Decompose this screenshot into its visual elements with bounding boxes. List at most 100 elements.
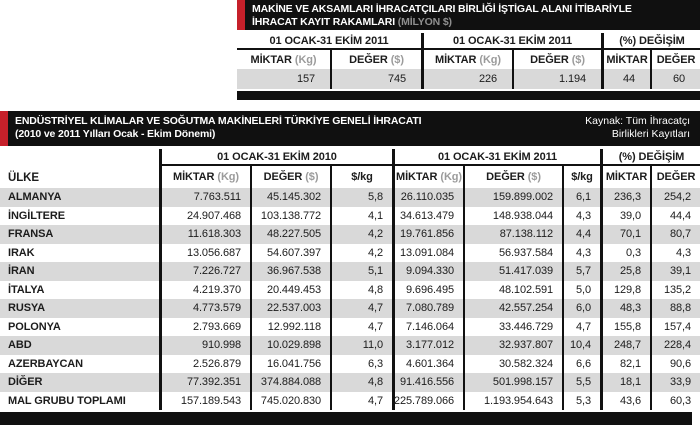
- cell-perkg-2010: 4,7: [330, 299, 392, 318]
- cell-deger-2010: 745.020.830: [250, 391, 330, 410]
- cell-change-deger: 33,9: [650, 373, 700, 392]
- cell-country: POLONYA: [8, 320, 61, 333]
- source-line2: Birlikleri Kayıtları: [611, 128, 690, 141]
- cell-miktar-2011: 4.601.364: [392, 354, 463, 373]
- cell-country: FRANSA: [0, 225, 159, 244]
- cell-change-miktar: 39,0: [600, 206, 650, 225]
- cell-change-deger: 135,2: [650, 280, 700, 299]
- col-header-deger-a: DEĞER ($): [330, 50, 421, 69]
- red-accent-stripe: [237, 0, 245, 30]
- cell-miktar-2010: 4.219.370: [159, 280, 250, 299]
- cell-country: AZERBAYCAN: [8, 357, 83, 370]
- col-header-deger-2010: DEĞER ($): [250, 166, 330, 188]
- period-header-b: 01 OCAK-31 EKİM 2011: [421, 33, 601, 50]
- cell-deger-2011: 1.193.954.643: [463, 391, 562, 410]
- cell-change-deger: 88,8: [650, 299, 700, 318]
- cell-perkg-2011: 10,4: [562, 336, 600, 355]
- col-header-change-deger: DEĞER: [650, 50, 700, 69]
- climate-title-line2: (2010 ve 2011 Yılları Ocak - Ekim Dönemi…: [15, 128, 216, 141]
- cell-deger-2011: 32.937.807: [463, 336, 562, 355]
- cell-perkg-2011: 4,3: [562, 206, 600, 225]
- cell-change-deger: 157,4: [650, 317, 700, 336]
- value-deger-a: 745: [330, 69, 421, 89]
- cell-deger-2010: 103.138.772: [250, 206, 330, 225]
- period-header-a: 01 OCAK-31 EKİM 2011: [237, 33, 421, 50]
- cell-miktar-2011: 225.789.066: [392, 391, 463, 410]
- cell-change-deger: 44,4: [650, 206, 700, 225]
- cell-deger-2010: 20.449.453: [250, 280, 330, 299]
- cell-miktar-2010: 2.793.669: [159, 317, 250, 336]
- col-header-perkg-2010: $/kg: [330, 166, 392, 188]
- cell-miktar-2010: 7.226.727: [159, 262, 250, 281]
- cell-perkg-2010: 4,8: [330, 373, 392, 392]
- cell-perkg-2011: 6,1: [562, 188, 600, 207]
- col-header-change-miktar: MİKTAR: [601, 50, 650, 69]
- cell-miktar-2010: 910.998: [159, 336, 250, 355]
- cell-miktar-2011: 34.613.479: [392, 206, 463, 225]
- machinery-table-title-bar: MAKİNE VE AKSAMLARI İHRACATÇILARI BİRLİĞ…: [237, 0, 700, 30]
- cell-miktar-2011: 91.416.556: [392, 373, 463, 392]
- title-unit: (MİLYON $): [397, 16, 452, 29]
- cell-perkg-2011: 6,0: [562, 299, 600, 318]
- col-header-miktar-2010: MİKTAR (Kg): [159, 166, 250, 188]
- value-miktar-a: 157: [237, 69, 330, 89]
- value-miktar-b: 226: [421, 69, 512, 89]
- col-header-deger-b: DEĞER ($): [512, 50, 601, 69]
- cell-deger-2011: 48.102.591: [463, 280, 562, 299]
- col-header-perkg-2011: $/kg: [562, 166, 600, 188]
- cell-perkg-2010: 4,8: [330, 280, 392, 299]
- cell-perkg-2010: 4,7: [330, 317, 392, 336]
- climate-title-line1: ENDÜSTRİYEL KLİMALAR VE SOĞUTMA MAKİNELE…: [15, 115, 422, 127]
- cell-perkg-2010: 5,1: [330, 262, 392, 281]
- climate-table-title: ENDÜSTRİYEL KLİMALAR VE SOĞUTMA MAKİNELE…: [8, 111, 585, 146]
- cell-perkg-2011: 4,4: [562, 225, 600, 244]
- cell-change-miktar: 236,3: [600, 188, 650, 207]
- cell-perkg-2010: 11,0: [330, 336, 392, 355]
- cell-deger-2010: 10.029.898: [250, 336, 330, 355]
- cell-miktar-2010: 13.056.687: [159, 243, 250, 262]
- cell-change-deger: 90,6: [650, 354, 700, 373]
- cell-change-miktar: 248,7: [600, 336, 650, 355]
- cell-change-miktar: 43,6: [600, 391, 650, 410]
- cell-miktar-2011: 3.177.012: [392, 336, 463, 355]
- cell-country: IRAK: [8, 246, 35, 259]
- cell-perkg-2011: 5,7: [562, 262, 600, 281]
- cell-miktar-2011: 9.696.495: [392, 280, 463, 299]
- cell-country: İTALYA: [8, 283, 45, 296]
- source-line1: Kaynak: Tüm İhracatçı: [585, 115, 690, 127]
- red-accent-stripe: [0, 111, 8, 146]
- cell-deger-2011: 33.446.729: [463, 317, 562, 336]
- cell-country: ALMANYA: [0, 188, 159, 207]
- cell-change-deger: 4,3: [650, 243, 700, 262]
- cell-deger-2010: 54.607.397: [250, 243, 330, 262]
- cell-perkg-2010: 4,2: [330, 225, 392, 244]
- cell-change-miktar: 25,8: [600, 262, 650, 281]
- cell-perkg-2010: 4,7: [330, 391, 392, 410]
- value-change-deger: 60: [650, 69, 700, 89]
- cell-deger-2011: 56.937.584: [463, 243, 562, 262]
- cell-perkg-2011: 5,0: [562, 280, 600, 299]
- machinery-table-title: MAKİNE VE AKSAMLARI İHRACATÇILARI BİRLİĞ…: [245, 0, 700, 30]
- cell-change-deger: 254,2: [650, 188, 700, 207]
- cell-change-miktar: 18,1: [600, 373, 650, 392]
- cell-deger-2010: 16.041.756: [250, 354, 330, 373]
- cell-change-miktar: 155,8: [600, 317, 650, 336]
- col-header-deger-2011: DEĞER ($): [463, 166, 562, 188]
- cell-perkg-2011: 4,3: [562, 243, 600, 262]
- cell-perkg-2011: 6,6: [562, 354, 600, 373]
- cell-miktar-2011: 26.110.035: [392, 188, 463, 207]
- cell-perkg-2011: 4,7: [562, 317, 600, 336]
- cell-deger-2011: 42.557.254: [463, 299, 562, 318]
- cell-miktar-2011: 9.094.330: [392, 262, 463, 281]
- cell-country: İNGİLTERE: [8, 209, 65, 222]
- cell-miktar-2011: 7.146.064: [392, 317, 463, 336]
- cell-deger-2011: 30.582.324: [463, 354, 562, 373]
- cell-perkg-2010: 4,1: [330, 206, 392, 225]
- cell-country: RUSYA: [0, 299, 159, 318]
- cell-change-deger: 39,1: [650, 262, 700, 281]
- climate-table-bottom-rule: [0, 412, 692, 425]
- cell-deger-2010: 22.537.003: [250, 299, 330, 318]
- cell-perkg-2011: 5,3: [562, 391, 600, 410]
- cell-country: DİĞER: [0, 373, 159, 392]
- cell-deger-2011: 51.417.039: [463, 262, 562, 281]
